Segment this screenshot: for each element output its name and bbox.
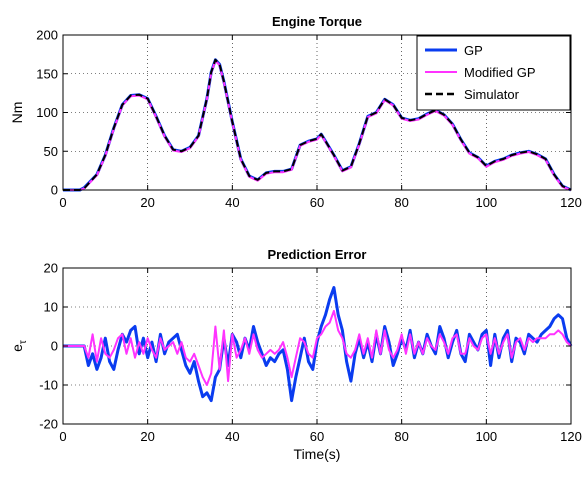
chart-0-x-tick-label: 100 — [475, 195, 497, 210]
chart-0-series-simulator — [63, 58, 572, 191]
chart-0-x-tick-label: 80 — [394, 195, 408, 210]
chart-1-y-tick-label: -10 — [39, 378, 58, 393]
chart-0-title: Engine Torque — [272, 14, 362, 29]
chart-1-x-tick-label: 80 — [394, 429, 408, 444]
chart-0-y-axis-label: Nm — [9, 102, 25, 124]
chart-0-y-tick-label: 100 — [36, 105, 58, 120]
chart-1-x-tick-label: 40 — [225, 429, 239, 444]
chart-1-y-tick-label: -20 — [39, 417, 58, 432]
chart-0-x-tick-label: 60 — [310, 195, 324, 210]
chart-1-y-tick-label: 10 — [44, 300, 58, 315]
chart-1-y-axis-label: eτ — [9, 340, 29, 352]
chart-1-title: Prediction Error — [268, 247, 367, 262]
chart-0-y-tick-label: 0 — [51, 183, 58, 198]
chart-0-x-tick-label: 20 — [140, 195, 154, 210]
chart-0-x-tick-label: 120 — [560, 195, 582, 210]
chart-1-series-modified-gp — [63, 309, 572, 386]
chart-1-x-tick-label: 100 — [475, 429, 497, 444]
legend-label-gp: GP — [464, 43, 483, 58]
chart-0-y-tick-label: 150 — [36, 66, 58, 81]
prediction-error-plot: 0 20 40 60 80 100 120 -20 -10 0 10 20 Prediction Err… — [9, 247, 582, 462]
legend: GP Modified GP Simulator — [416, 35, 571, 111]
chart-1-x-tick-label: 120 — [560, 429, 582, 444]
chart-0-x-tick-label: 40 — [225, 195, 239, 210]
chart-1-x-tick-label: 0 — [59, 429, 66, 444]
legend-label-modified-gp: Modified GP — [464, 65, 536, 80]
chart-1-x-axis-label: Time(s) — [294, 446, 341, 462]
chart-1-x-tick-label: 20 — [140, 429, 154, 444]
chart-0-x-tick-label: 0 — [59, 195, 66, 210]
chart-1-y-tick-label: 0 — [51, 339, 58, 354]
chart-1-y-tick-label: 20 — [44, 261, 58, 276]
legend-label-simulator: Simulator — [464, 87, 520, 102]
chart-0-y-tick-label: 50 — [44, 144, 58, 159]
chart-1-x-tick-label: 60 — [310, 429, 324, 444]
chart-0-y-tick-label: 200 — [36, 28, 58, 43]
